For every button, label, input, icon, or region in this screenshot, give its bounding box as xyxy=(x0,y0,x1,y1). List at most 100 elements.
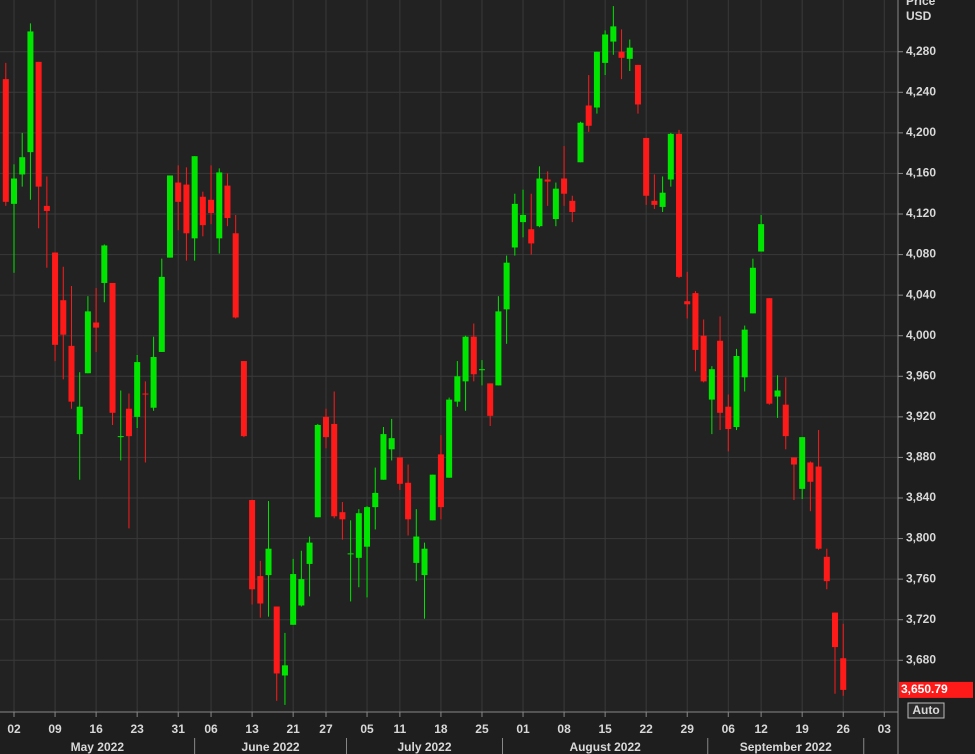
y-tick-label: 4,000 xyxy=(906,328,936,342)
candle-body xyxy=(191,156,198,239)
y-tick-label: 4,200 xyxy=(906,125,936,139)
candle-body xyxy=(749,267,756,314)
candle-body xyxy=(199,196,206,226)
y-tick-label: 3,880 xyxy=(906,450,936,464)
candle-body xyxy=(331,423,338,517)
x-tick-label: 13 xyxy=(245,722,259,736)
candle-body xyxy=(708,369,715,400)
x-tick-label: 27 xyxy=(319,722,333,736)
candle-body xyxy=(298,579,305,606)
candle-body xyxy=(511,203,518,248)
candle-body xyxy=(372,492,379,508)
candle-body xyxy=(281,665,288,676)
scale-button-label[interactable]: Auto xyxy=(912,703,939,717)
candle-body xyxy=(667,133,674,180)
x-tick-label: 22 xyxy=(640,722,654,736)
x-tick-label: 03 xyxy=(878,722,892,736)
y-tick-label: 4,160 xyxy=(906,166,936,180)
x-tick-label: 18 xyxy=(434,722,448,736)
y-tick-label: 3,680 xyxy=(906,652,936,666)
y-tick-label: 4,080 xyxy=(906,247,936,261)
candle-body xyxy=(249,500,256,590)
candle-body xyxy=(167,175,173,258)
x-tick-label: 06 xyxy=(204,722,218,736)
candle-body xyxy=(52,252,59,345)
candle-body xyxy=(577,122,584,163)
candle-body xyxy=(224,185,231,219)
last-price-box xyxy=(899,681,973,698)
candle-body xyxy=(602,34,609,63)
y-tick-label: 4,040 xyxy=(906,287,936,301)
candle-body xyxy=(832,612,839,648)
scale-button[interactable] xyxy=(907,702,945,719)
candle-body xyxy=(840,658,847,690)
candle-body xyxy=(339,512,346,520)
x-tick-label: 02 xyxy=(7,722,21,736)
candle-body xyxy=(216,172,223,239)
candle-body xyxy=(2,79,9,202)
candle-body xyxy=(815,466,822,549)
candle-body xyxy=(388,438,395,450)
candle-body xyxy=(364,507,371,547)
y-tick-label: 3,960 xyxy=(906,368,936,382)
candle-body xyxy=(405,482,412,520)
y-axis-label: Price xyxy=(906,0,936,8)
x-tick-label: 29 xyxy=(681,722,695,736)
candle-body xyxy=(240,361,247,437)
candle-body xyxy=(823,556,830,582)
candle-body xyxy=(421,548,428,576)
month-label: May 2022 xyxy=(71,740,125,754)
candle-body xyxy=(766,298,773,404)
candle-body xyxy=(134,362,141,417)
x-tick-label: 31 xyxy=(172,722,186,736)
candle-body xyxy=(437,454,444,508)
candle-body xyxy=(807,462,814,482)
candle-body xyxy=(396,457,403,484)
candle-body xyxy=(257,576,264,604)
x-tick-label: 19 xyxy=(795,722,809,736)
candle-body xyxy=(380,434,387,480)
candle-body xyxy=(355,513,362,558)
x-tick-label: 05 xyxy=(360,722,374,736)
last-price-label: 3,650.79 xyxy=(901,682,948,696)
x-tick-label: 26 xyxy=(837,722,851,736)
x-tick-label: 09 xyxy=(48,722,62,736)
x-tick-label: 06 xyxy=(722,722,736,736)
candle-body xyxy=(175,182,182,202)
candle-body xyxy=(462,336,469,382)
y-tick-label: 3,760 xyxy=(906,571,936,585)
y-tick-label: 4,120 xyxy=(906,206,936,220)
candle-body xyxy=(651,200,658,205)
candle-body xyxy=(306,542,313,564)
x-tick-label: 25 xyxy=(475,722,489,736)
candle-body xyxy=(520,215,527,223)
candle-body xyxy=(684,301,691,305)
candle-body xyxy=(774,390,781,397)
candle-body xyxy=(725,406,732,430)
candle-body xyxy=(117,436,124,438)
candle-body xyxy=(634,64,641,105)
x-tick-label: 01 xyxy=(516,722,530,736)
candle-body xyxy=(585,105,592,126)
y-axis-label: USD xyxy=(906,9,932,23)
candle-body xyxy=(101,245,108,283)
candle-body xyxy=(626,47,633,59)
candle-body xyxy=(125,408,132,437)
x-tick-label: 11 xyxy=(394,722,407,736)
candle-body xyxy=(454,376,461,402)
candle-body xyxy=(561,178,568,194)
candle-body xyxy=(142,393,149,395)
candle-body xyxy=(347,553,354,555)
candle-body xyxy=(429,474,436,521)
candle-body xyxy=(495,311,502,386)
candle-body xyxy=(27,31,34,153)
candle-body xyxy=(93,322,100,328)
month-label: September 2022 xyxy=(740,740,832,754)
candle-body xyxy=(290,574,297,625)
candle-body xyxy=(503,262,510,310)
candle-body xyxy=(470,336,477,375)
candle-body xyxy=(733,356,740,427)
candle-body xyxy=(273,606,280,674)
y-tick-label: 3,840 xyxy=(906,490,936,504)
